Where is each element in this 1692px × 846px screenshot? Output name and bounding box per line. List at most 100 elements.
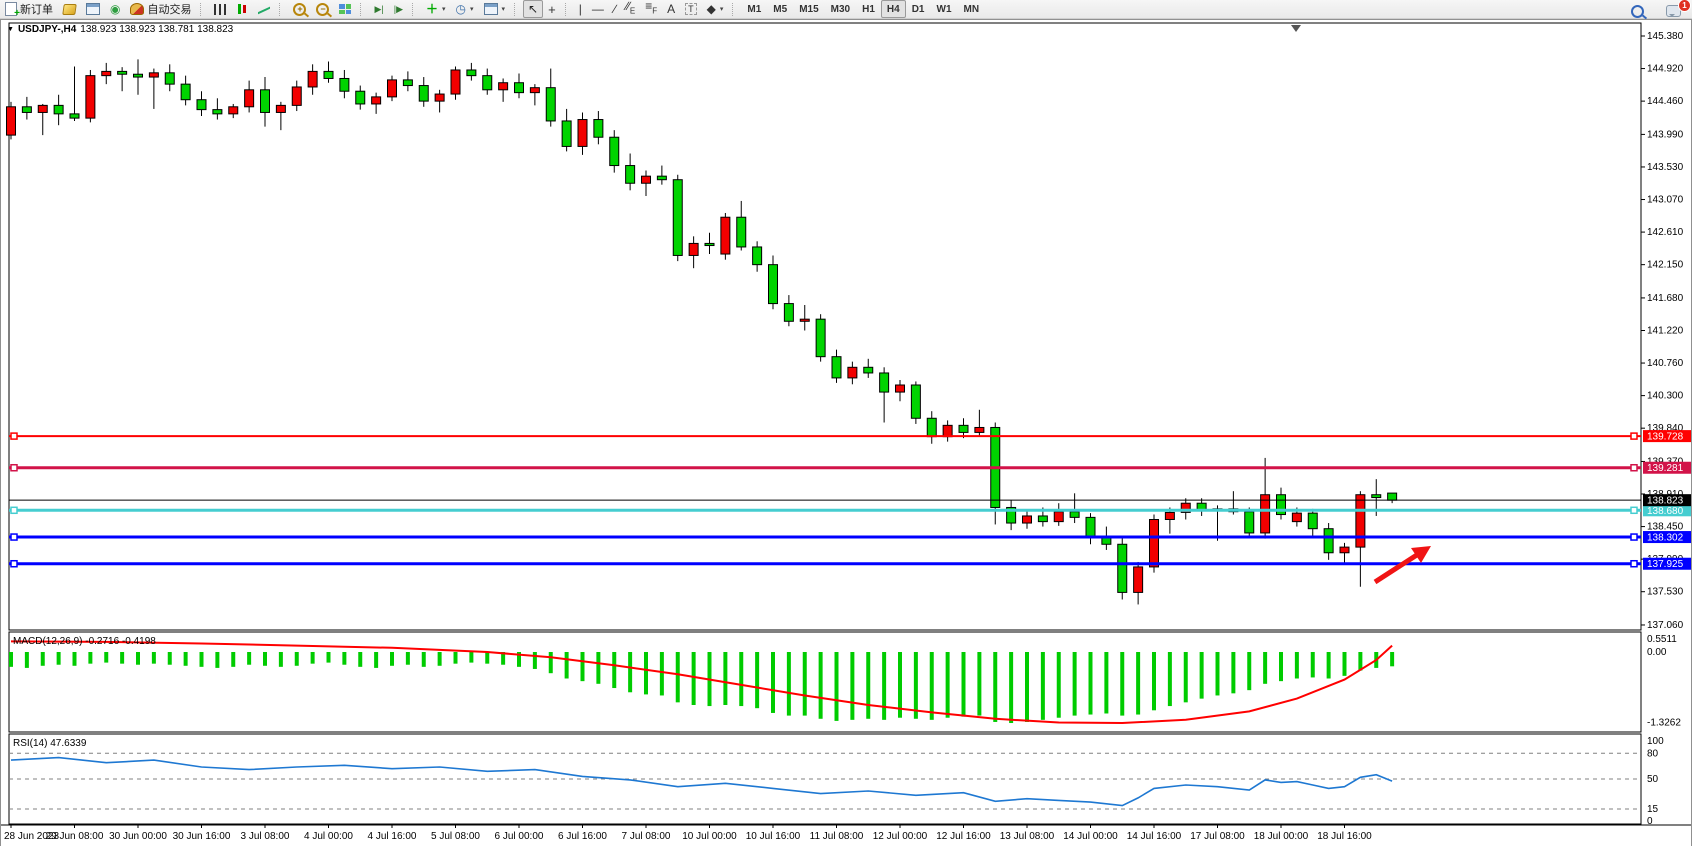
bull-candle-body xyxy=(291,86,302,106)
indicators-button[interactable]: ＋ ▾ xyxy=(421,0,451,18)
bear-candle-body xyxy=(514,82,524,94)
horizontal-line-tool-button[interactable]: — xyxy=(587,0,609,18)
line-anchor-marker[interactable] xyxy=(1630,559,1638,568)
macd-histogram-bar xyxy=(1072,652,1077,716)
line-anchor-marker[interactable] xyxy=(1630,432,1638,440)
charts-window-button[interactable] xyxy=(81,0,105,18)
toolbar-separator xyxy=(360,2,366,16)
timeframe-m30-button[interactable]: M30 xyxy=(830,3,851,15)
chart-canvas[interactable]: 145.380 144.920 144.460 143.990 143.530 143.0… xyxy=(1,20,1692,846)
equidistant-channel-tool-button[interactable]: ∕∕E xyxy=(621,0,640,18)
auto-scroll-button[interactable]: ▶| xyxy=(369,0,388,18)
price-line-label-box xyxy=(1643,504,1692,517)
bull-candle-body xyxy=(387,79,397,98)
trend-arrow-annotation[interactable] xyxy=(1373,548,1425,585)
dropdown-caret-icon: ▾ xyxy=(470,6,474,13)
zoom-in-button[interactable]: + xyxy=(288,0,311,18)
new-order-button[interactable]: 新订单 xyxy=(0,0,58,19)
macd-histogram-bar xyxy=(1199,652,1204,699)
collapse-triangle-icon[interactable]: ▼ xyxy=(7,26,14,33)
bear-candle-body xyxy=(1037,515,1048,523)
time-tick-label: 30 Jun 00:00 xyxy=(109,831,167,842)
line-anchor-marker[interactable] xyxy=(10,559,18,568)
timeframe-m15-button[interactable]: M15 xyxy=(799,3,819,15)
cursor-tool-button[interactable]: ↖ xyxy=(523,0,544,18)
text-label-tool-button[interactable]: T xyxy=(680,0,702,18)
macd-histogram-bar xyxy=(390,652,394,666)
signals-button[interactable]: ◉ xyxy=(105,0,125,18)
line-chart-button[interactable] xyxy=(253,0,275,18)
timeframe-w1-button[interactable]: W1 xyxy=(936,3,952,15)
autotrading-button[interactable]: 自动交易 xyxy=(125,0,196,18)
macd-histogram-bar xyxy=(1263,652,1268,684)
line-anchor-marker[interactable] xyxy=(1630,533,1638,541)
vertical-line-tool-button[interactable]: | xyxy=(574,0,587,18)
bull-candle-body xyxy=(37,104,48,113)
timeframe-h4-button[interactable]: H4 xyxy=(880,0,906,18)
trendline-tool-button[interactable]: ∕ xyxy=(609,0,621,18)
zoom-out-button[interactable]: − xyxy=(311,0,334,18)
market-watch-button[interactable] xyxy=(58,0,81,18)
templates-button[interactable]: ▾ xyxy=(479,0,511,18)
bull-candle-body xyxy=(720,216,731,255)
tile-windows-button[interactable] xyxy=(334,0,356,18)
bear-candle-body xyxy=(418,85,429,102)
timeframe-h1-button[interactable]: H1 xyxy=(862,3,875,15)
bull-candle-body xyxy=(688,242,699,256)
candlestick-chart-button[interactable] xyxy=(231,0,253,18)
bear-candle-body xyxy=(926,417,937,438)
macd-histogram-bar xyxy=(1183,652,1188,703)
signals-icon: ◉ xyxy=(110,2,121,16)
line-anchor-marker[interactable] xyxy=(10,463,18,472)
bull-candle-body xyxy=(974,426,985,433)
bear-candle-body xyxy=(783,303,794,322)
auto-scroll-icon: ▶| xyxy=(374,3,384,14)
text-tool-button[interactable]: A xyxy=(662,0,680,18)
macd-histogram-bar xyxy=(818,652,823,719)
time-tick-label: 29 Jun 08:00 xyxy=(46,831,104,842)
macd-histogram-bar xyxy=(199,652,204,667)
search-button[interactable] xyxy=(1626,2,1649,20)
time-tick-label: 14 Jul 16:00 xyxy=(1127,831,1182,842)
macd-histogram-bar xyxy=(1247,652,1252,691)
bear-candle-body xyxy=(545,87,556,122)
line-anchor-marker[interactable] xyxy=(10,506,18,515)
fibonacci-tool-button[interactable]: ≡F xyxy=(640,0,662,18)
chart-window[interactable]: ▼ USDJPY-,H4 138.923 138.923 138.781 138… xyxy=(0,19,1692,846)
arrows-tool-button[interactable]: ◆ ▾ xyxy=(702,0,729,18)
line-anchor-marker[interactable] xyxy=(1630,463,1638,472)
bear-candle-body xyxy=(752,246,763,266)
notification-badge: 1 xyxy=(1678,0,1691,12)
macd-histogram-bar xyxy=(1152,652,1156,711)
line-anchor-marker[interactable] xyxy=(10,533,18,541)
chart-shift-button[interactable]: |▶ xyxy=(389,0,408,18)
macd-histogram-bar xyxy=(469,652,474,663)
line-anchor-marker[interactable] xyxy=(1630,506,1638,515)
macd-histogram-bar xyxy=(310,652,315,664)
macd-histogram-bar xyxy=(850,652,855,720)
notifications-button[interactable]: 1 xyxy=(1661,0,1691,20)
macd-histogram-bar xyxy=(294,652,299,666)
bear-candle-body xyxy=(164,72,175,85)
price-tick-label: 143.530 xyxy=(1647,162,1684,173)
macd-histogram-bar xyxy=(1088,652,1093,715)
chart-shift-marker[interactable] xyxy=(1291,25,1301,32)
macd-histogram-bar xyxy=(691,652,696,705)
timeframe-m5-button[interactable]: M5 xyxy=(773,3,788,15)
price-line-label: 139.728 xyxy=(1647,432,1684,443)
timeframe-d1-button[interactable]: D1 xyxy=(911,3,925,15)
bull-candle-body xyxy=(1291,512,1302,523)
bar-chart-button[interactable] xyxy=(209,0,231,18)
macd-pane[interactable] xyxy=(8,631,1642,733)
crosshair-tool-button[interactable]: + xyxy=(543,0,561,18)
bar-chart-icon xyxy=(214,3,227,15)
periods-button[interactable]: ◷ ▾ xyxy=(451,0,479,18)
text-icon: A xyxy=(667,2,676,16)
time-tick-label: 10 Jul 00:00 xyxy=(682,831,737,842)
macd-histogram-bar xyxy=(612,652,617,689)
line-anchor-marker[interactable] xyxy=(10,432,18,440)
bear-candle-body xyxy=(466,69,477,77)
timeframe-mn-button[interactable]: MN xyxy=(963,3,980,15)
timeframe-m1-button[interactable]: M1 xyxy=(747,3,762,15)
price-line-label-box xyxy=(1643,461,1692,474)
